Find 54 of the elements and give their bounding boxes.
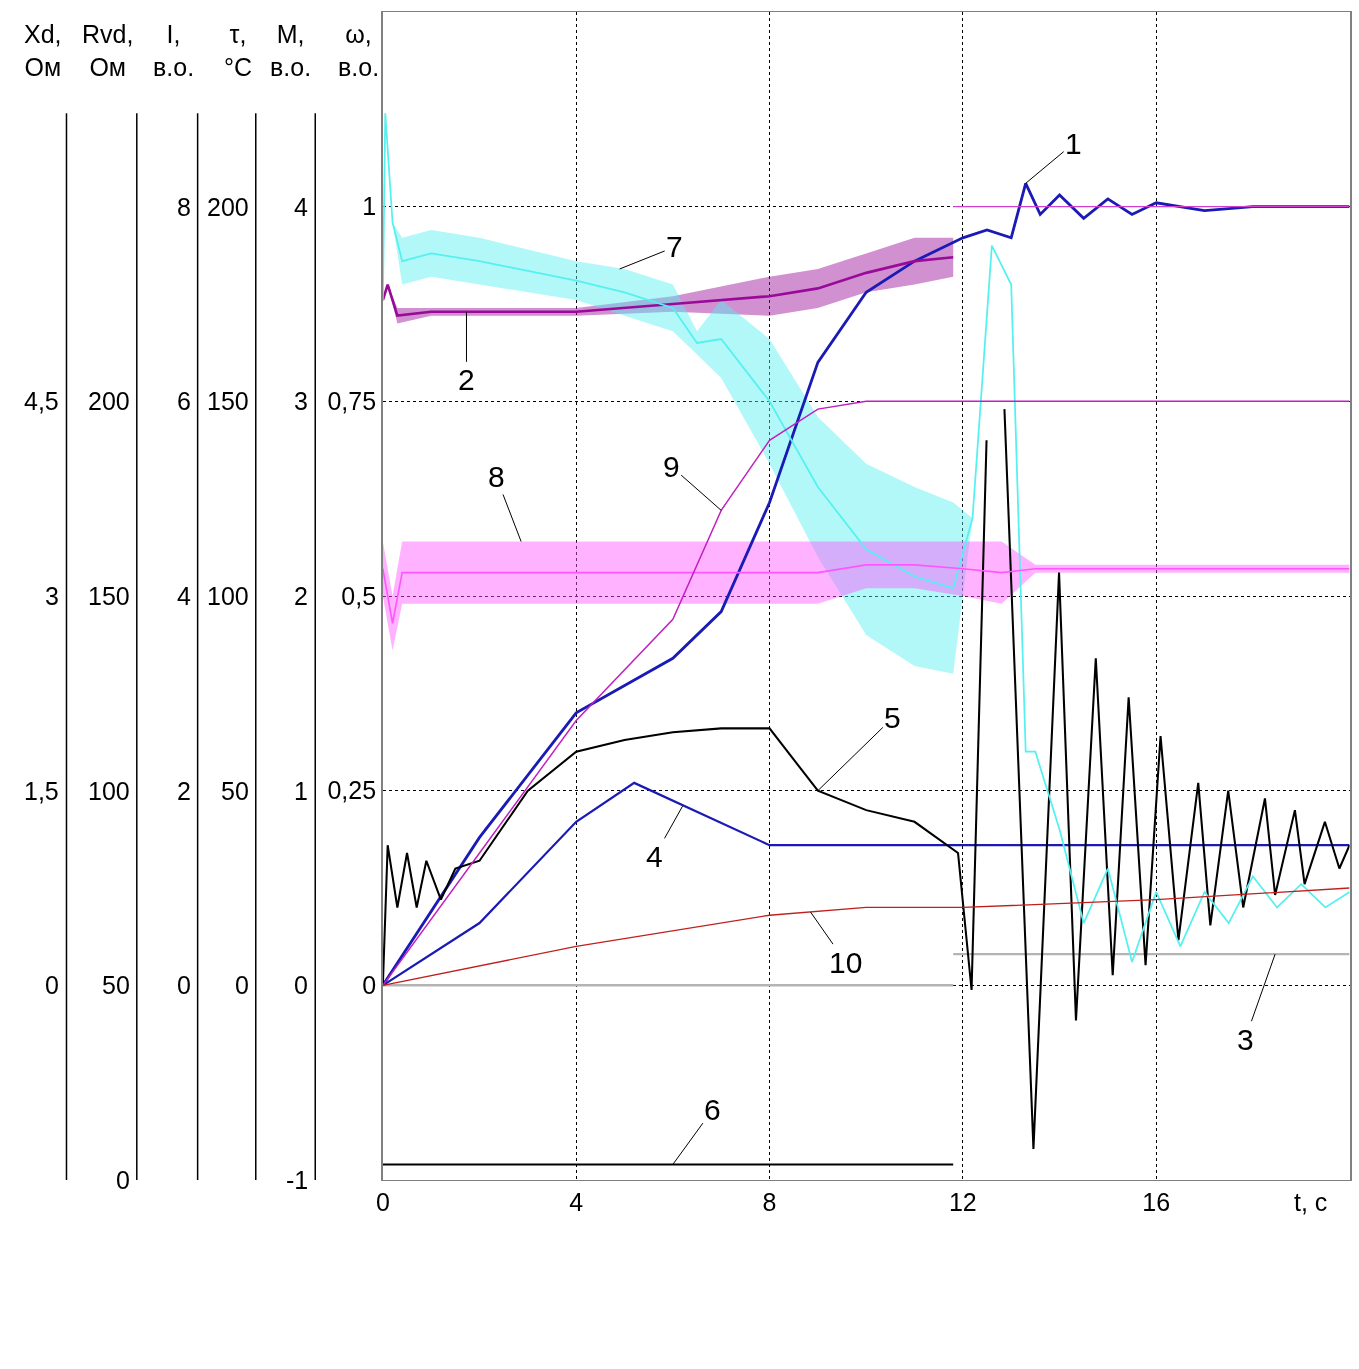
line-series	[382, 255, 955, 318]
text: 4	[177, 582, 191, 610]
text: 2	[177, 777, 191, 805]
text: 0	[294, 971, 308, 999]
x-tick-label: 4	[569, 1188, 584, 1216]
text: -1	[286, 1166, 309, 1194]
text: M, в.о.	[270, 20, 312, 81]
y-tick-label: 0,75	[327, 387, 377, 416]
text: 0	[116, 1166, 130, 1194]
text: Xd, Ом	[24, 20, 62, 81]
x-axis-title: t, c	[1294, 1188, 1328, 1216]
text: 8	[177, 193, 191, 221]
annotation: 4	[646, 840, 663, 873]
text: 1	[294, 777, 308, 805]
text: 200	[88, 387, 130, 415]
line-series	[382, 564, 1350, 625]
text: 100	[207, 582, 249, 610]
annotation: 6	[704, 1093, 721, 1126]
text: 6	[177, 387, 191, 415]
text: 4	[294, 193, 308, 221]
text: 0	[45, 971, 59, 999]
text: 150	[207, 387, 249, 415]
annotation: 10	[829, 946, 863, 979]
annotation: 3	[1237, 1023, 1254, 1056]
y-tick-label: 0,25	[327, 776, 377, 805]
text: 50	[221, 777, 249, 805]
text: 200	[207, 193, 249, 221]
annotation: 9	[663, 450, 680, 483]
y-tick-label: 0	[362, 971, 377, 1000]
annotation: 1	[1065, 127, 1082, 160]
text: 0	[177, 971, 191, 999]
text: 3	[45, 582, 59, 610]
y-tick-label: 0,5	[341, 581, 377, 610]
line-series	[382, 887, 1350, 986]
x-tick-label: 16	[1142, 1188, 1171, 1216]
annotation: 5	[884, 701, 901, 734]
x-tick-label: 12	[948, 1188, 977, 1216]
text: 100	[88, 777, 130, 805]
text: 50	[102, 971, 130, 999]
text: 3	[294, 387, 308, 415]
text: 2	[294, 582, 308, 610]
y-axis-title: ω, в.о.	[338, 20, 380, 81]
text: I, в.о.	[153, 20, 195, 81]
x-tick-label: 8	[762, 1188, 777, 1216]
text: Rvd, Ом	[82, 20, 134, 81]
annotation: 7	[666, 230, 683, 263]
annotation: 8	[488, 460, 505, 493]
annotation: 2	[458, 363, 475, 396]
text: 1,5	[24, 777, 59, 805]
text: 150	[88, 582, 130, 610]
y-tick-label: 1	[362, 192, 377, 221]
text: 4,5	[24, 387, 59, 415]
text: τ, °C	[224, 20, 253, 81]
text: 0	[235, 971, 249, 999]
